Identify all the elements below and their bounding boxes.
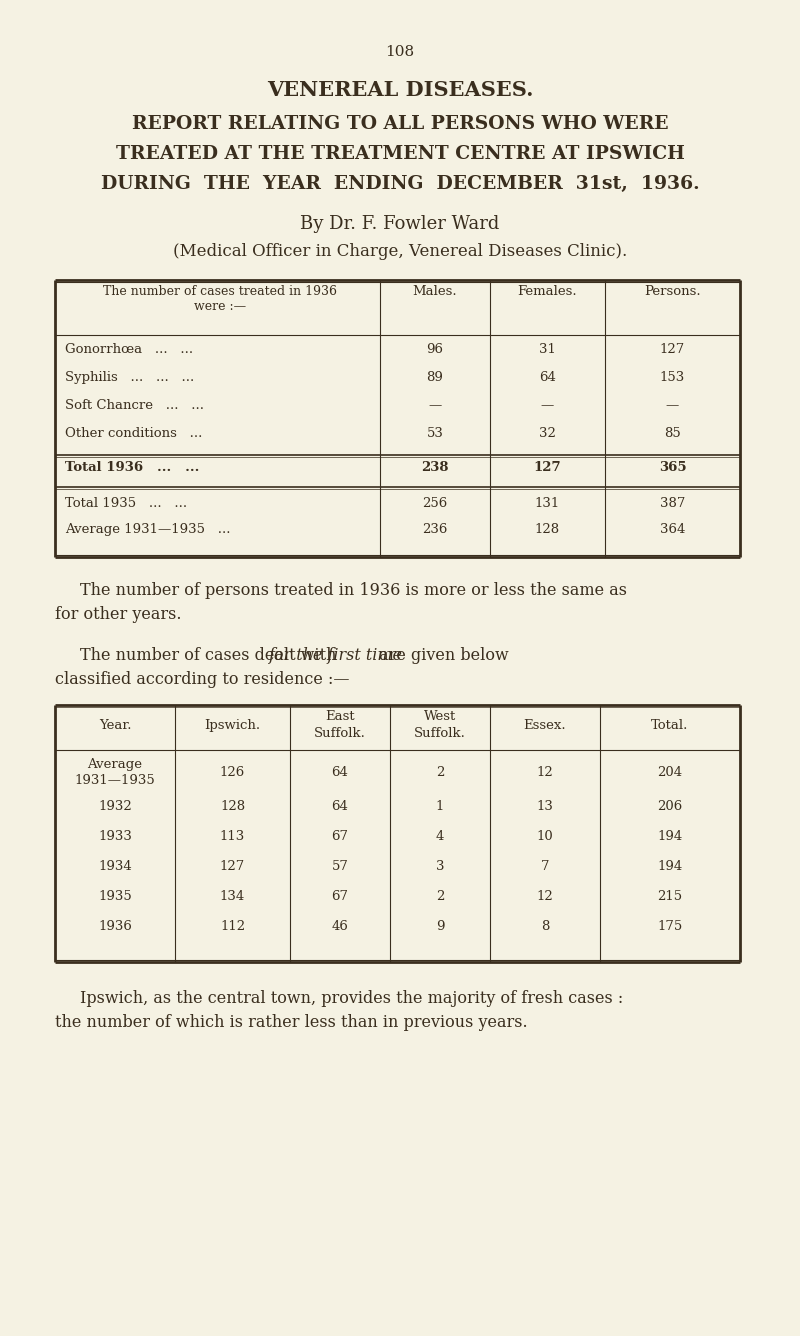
Text: 365: 365: [658, 461, 686, 474]
Text: Suffolk.: Suffolk.: [314, 727, 366, 740]
Text: DURING  THE  YEAR  ENDING  DECEMBER  31st,  1936.: DURING THE YEAR ENDING DECEMBER 31st, 19…: [101, 175, 699, 192]
Text: Males.: Males.: [413, 285, 458, 298]
Text: The number of cases treated in 1936
were :—: The number of cases treated in 1936 were…: [103, 285, 337, 313]
Text: Syphilis   ...   ...   ...: Syphilis ... ... ...: [65, 371, 194, 383]
Text: Total 1936   ...   ...: Total 1936 ... ...: [65, 461, 199, 474]
Text: Ipswich.: Ipswich.: [205, 719, 261, 732]
Text: 53: 53: [426, 428, 443, 440]
Text: 128: 128: [535, 522, 560, 536]
Text: 134: 134: [220, 890, 245, 903]
Text: 1935: 1935: [98, 890, 132, 903]
Text: 4: 4: [436, 830, 444, 843]
Text: 1932: 1932: [98, 800, 132, 814]
Text: 1933: 1933: [98, 830, 132, 843]
Text: Ipswich, as the central town, provides the majority of fresh cases :: Ipswich, as the central town, provides t…: [80, 990, 623, 1007]
Text: 206: 206: [658, 800, 682, 814]
Text: 126: 126: [220, 766, 245, 779]
Text: 108: 108: [386, 45, 414, 59]
Text: 364: 364: [660, 522, 685, 536]
Text: 96: 96: [426, 343, 443, 355]
Text: 128: 128: [220, 800, 245, 814]
Text: are given below: are given below: [374, 647, 508, 664]
Text: 64: 64: [331, 766, 349, 779]
Text: 204: 204: [658, 766, 682, 779]
Text: for the first time: for the first time: [269, 647, 403, 664]
Text: 153: 153: [660, 371, 685, 383]
Text: Average 1931—1935   ...: Average 1931—1935 ...: [65, 522, 230, 536]
Text: for other years.: for other years.: [55, 607, 182, 623]
Text: VENEREAL DISEASES.: VENEREAL DISEASES.: [266, 80, 534, 100]
Text: 85: 85: [664, 428, 681, 440]
Text: Essex.: Essex.: [524, 719, 566, 732]
Text: 67: 67: [331, 890, 349, 903]
Text: 1: 1: [436, 800, 444, 814]
Text: 194: 194: [658, 830, 682, 843]
Text: 256: 256: [422, 497, 448, 510]
Text: 67: 67: [331, 830, 349, 843]
Text: Total 1935   ...   ...: Total 1935 ... ...: [65, 497, 187, 510]
Text: 1936: 1936: [98, 921, 132, 933]
Text: 64: 64: [539, 371, 556, 383]
Text: 64: 64: [331, 800, 349, 814]
Text: By Dr. F. Fowler Ward: By Dr. F. Fowler Ward: [300, 215, 500, 232]
Text: Gonorrhœa   ...   ...: Gonorrhœa ... ...: [65, 343, 193, 355]
Text: 127: 127: [534, 461, 562, 474]
Text: 175: 175: [658, 921, 682, 933]
Text: 57: 57: [331, 860, 349, 872]
Text: 127: 127: [220, 860, 245, 872]
Text: 12: 12: [537, 766, 554, 779]
Text: Females.: Females.: [518, 285, 578, 298]
Text: classified according to residence :—: classified according to residence :—: [55, 671, 350, 688]
Text: (Medical Officer in Charge, Venereal Diseases Clinic).: (Medical Officer in Charge, Venereal Dis…: [173, 243, 627, 261]
Text: 194: 194: [658, 860, 682, 872]
Text: Other conditions   ...: Other conditions ...: [65, 428, 202, 440]
Text: Average: Average: [87, 758, 142, 771]
Text: 32: 32: [539, 428, 556, 440]
Text: 1934: 1934: [98, 860, 132, 872]
Text: Suffolk.: Suffolk.: [414, 727, 466, 740]
Text: The number of persons treated in 1936 is more or less the same as: The number of persons treated in 1936 is…: [80, 582, 627, 599]
Text: —: —: [666, 399, 679, 411]
Text: 2: 2: [436, 766, 444, 779]
Text: —: —: [428, 399, 442, 411]
Text: The number of cases dealt with: The number of cases dealt with: [80, 647, 342, 664]
Text: 10: 10: [537, 830, 554, 843]
Text: REPORT RELATING TO ALL PERSONS WHO WERE: REPORT RELATING TO ALL PERSONS WHO WERE: [132, 115, 668, 134]
Text: TREATED AT THE TREATMENT CENTRE AT IPSWICH: TREATED AT THE TREATMENT CENTRE AT IPSWI…: [115, 146, 685, 163]
Text: Year.: Year.: [98, 719, 131, 732]
Text: 13: 13: [537, 800, 554, 814]
Text: 236: 236: [422, 522, 448, 536]
Text: East: East: [325, 709, 355, 723]
Text: 112: 112: [220, 921, 245, 933]
Text: 2: 2: [436, 890, 444, 903]
Text: Total.: Total.: [651, 719, 689, 732]
Text: Persons.: Persons.: [644, 285, 701, 298]
Text: 238: 238: [422, 461, 449, 474]
Text: West: West: [424, 709, 456, 723]
Text: 113: 113: [220, 830, 245, 843]
Text: 8: 8: [541, 921, 549, 933]
Text: 127: 127: [660, 343, 685, 355]
Text: Soft Chancre   ...   ...: Soft Chancre ... ...: [65, 399, 204, 411]
Text: 12: 12: [537, 890, 554, 903]
Text: 131: 131: [535, 497, 560, 510]
Text: 7: 7: [541, 860, 550, 872]
Text: 3: 3: [436, 860, 444, 872]
Text: 387: 387: [660, 497, 685, 510]
Text: 31: 31: [539, 343, 556, 355]
Text: —: —: [541, 399, 554, 411]
Text: 46: 46: [331, 921, 349, 933]
Text: 215: 215: [658, 890, 682, 903]
Text: 1931—1935: 1931—1935: [74, 774, 155, 787]
Text: the number of which is rather less than in previous years.: the number of which is rather less than …: [55, 1014, 528, 1031]
Text: 9: 9: [436, 921, 444, 933]
Text: 89: 89: [426, 371, 443, 383]
